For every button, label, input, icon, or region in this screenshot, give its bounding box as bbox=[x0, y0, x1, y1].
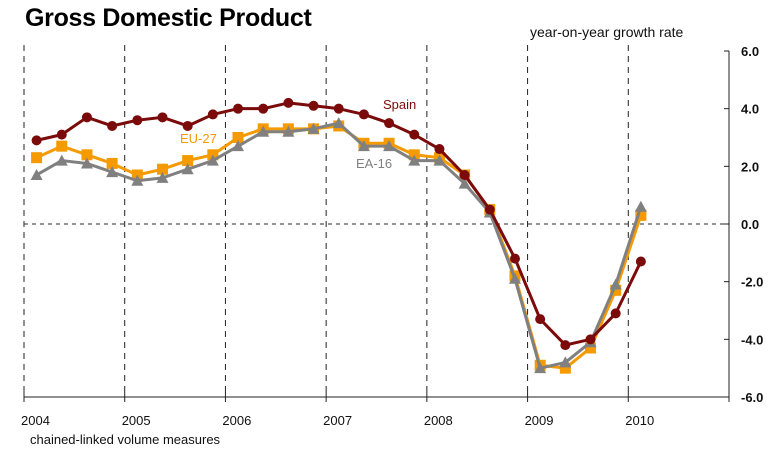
data-point-ea-16 bbox=[634, 200, 647, 212]
x-tick-label: 2004 bbox=[21, 413, 50, 428]
series-label-eu-27: EU-27 bbox=[180, 131, 217, 146]
data-point-spain bbox=[132, 115, 143, 126]
data-point-eu-27 bbox=[81, 149, 93, 161]
data-point-eu-27 bbox=[610, 284, 622, 296]
data-point-spain bbox=[157, 112, 168, 123]
y-tick-label: 0.0 bbox=[741, 217, 759, 232]
x-tick-label: 2007 bbox=[323, 413, 352, 428]
x-tick-label: 2010 bbox=[625, 413, 654, 428]
data-point-eu-27 bbox=[559, 362, 571, 374]
x-tick-label: 2005 bbox=[122, 413, 151, 428]
y-tick-label: -2.0 bbox=[741, 275, 763, 290]
x-tick-label: 2006 bbox=[222, 413, 251, 428]
data-point-ea-16 bbox=[383, 140, 396, 152]
data-point-ea-16 bbox=[80, 157, 93, 169]
data-point-spain bbox=[56, 129, 67, 140]
data-point-spain bbox=[333, 103, 344, 114]
data-point-spain bbox=[459, 169, 470, 180]
y-axis-label: year-on-year growth rate bbox=[530, 24, 684, 40]
data-point-ea-16 bbox=[307, 122, 320, 134]
data-point-spain bbox=[535, 314, 546, 325]
data-point-spain bbox=[283, 97, 294, 108]
y-tick-label: -6.0 bbox=[741, 390, 763, 405]
data-point-eu-27 bbox=[232, 132, 244, 143]
data-point-ea-16 bbox=[181, 163, 194, 175]
data-point-spain bbox=[635, 256, 646, 267]
chart-title: Gross Domestic Product bbox=[25, 4, 312, 32]
data-point-ea-16 bbox=[534, 362, 547, 374]
data-point-spain bbox=[107, 120, 118, 131]
data-point-spain bbox=[509, 253, 520, 264]
y-tick-label: 4.0 bbox=[741, 102, 759, 117]
data-point-ea-16 bbox=[106, 166, 119, 178]
data-point-ea-16 bbox=[282, 125, 295, 137]
y-tick-label: -4.0 bbox=[741, 332, 763, 347]
x-tick-label: 2009 bbox=[525, 413, 554, 428]
y-tick-label: 6.0 bbox=[741, 44, 759, 59]
data-point-eu-27 bbox=[56, 140, 68, 152]
data-point-spain bbox=[233, 103, 244, 114]
data-point-eu-27 bbox=[31, 152, 43, 164]
data-point-spain bbox=[384, 118, 395, 129]
data-point-spain bbox=[585, 334, 596, 345]
data-point-spain bbox=[31, 135, 42, 146]
data-point-spain bbox=[258, 103, 269, 114]
data-point-spain bbox=[610, 308, 621, 319]
series-label-spain: Spain bbox=[383, 97, 416, 112]
data-point-ea-16 bbox=[458, 177, 471, 189]
data-point-spain bbox=[81, 112, 92, 123]
data-point-eu-27 bbox=[635, 209, 647, 221]
data-point-ea-16 bbox=[206, 154, 219, 166]
data-point-ea-16 bbox=[332, 117, 345, 129]
data-point-spain bbox=[560, 340, 571, 351]
chart-note: chained-linked volume measures bbox=[30, 432, 221, 447]
data-point-ea-16 bbox=[257, 125, 270, 137]
series-label-ea-16: EA-16 bbox=[356, 156, 392, 171]
data-point-ea-16 bbox=[408, 154, 421, 166]
data-point-ea-16 bbox=[232, 140, 245, 152]
data-point-spain bbox=[182, 120, 193, 131]
data-point-spain bbox=[409, 129, 420, 140]
x-tick-label: 2008 bbox=[424, 413, 453, 428]
data-point-ea-16 bbox=[156, 171, 169, 183]
data-point-spain bbox=[308, 100, 319, 111]
data-point-spain bbox=[434, 144, 445, 155]
series-line-eu-27 bbox=[35, 124, 643, 370]
data-point-spain bbox=[207, 109, 218, 120]
data-point-ea-16 bbox=[508, 272, 521, 284]
data-point-ea-16 bbox=[357, 140, 370, 152]
data-point-ea-16 bbox=[559, 356, 572, 368]
data-point-eu-27 bbox=[106, 157, 118, 169]
data-point-eu-27 bbox=[156, 163, 168, 175]
data-point-ea-16 bbox=[30, 168, 43, 180]
data-point-ea-16 bbox=[131, 174, 144, 186]
data-point-ea-16 bbox=[55, 154, 68, 166]
data-point-spain bbox=[358, 109, 369, 120]
data-point-ea-16 bbox=[433, 154, 446, 166]
data-point-ea-16 bbox=[609, 278, 622, 290]
data-point-eu-27 bbox=[182, 155, 194, 167]
data-point-eu-27 bbox=[585, 342, 597, 354]
y-tick-label: 2.0 bbox=[741, 159, 759, 174]
data-point-spain bbox=[484, 204, 495, 215]
